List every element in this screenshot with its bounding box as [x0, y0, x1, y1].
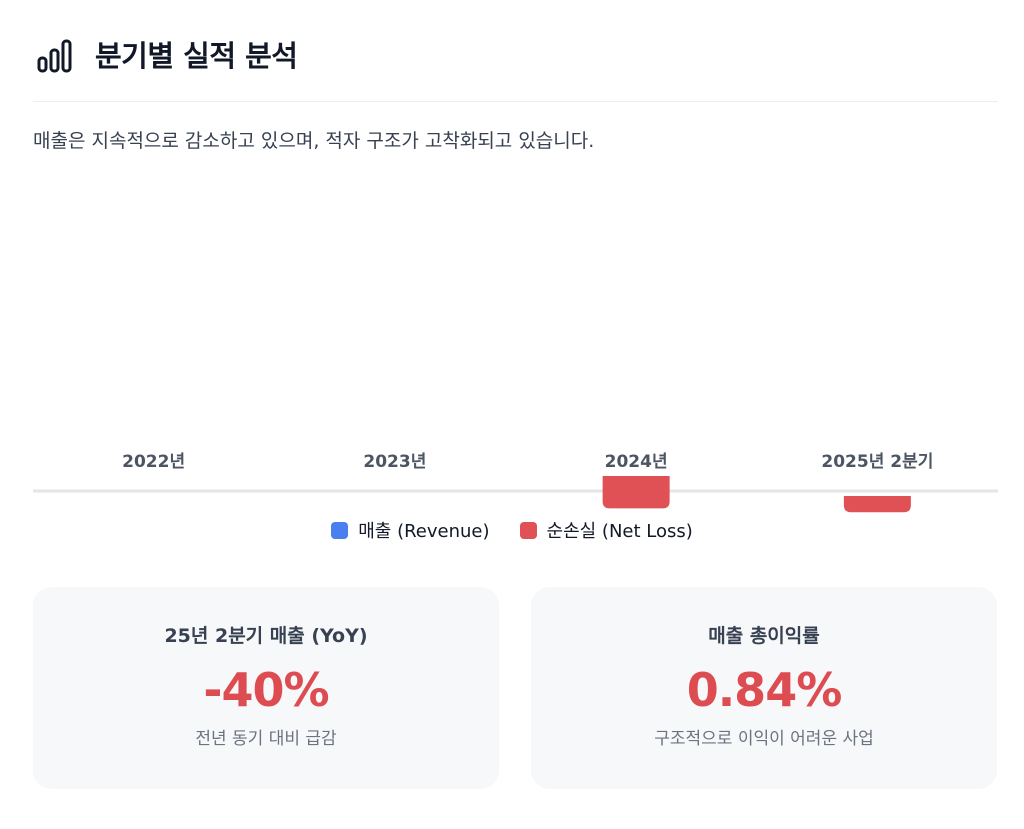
performance-chart: 2022년 2023년 2024년 2025년 2분기	[33, 452, 998, 513]
legend-item-net-loss[interactable]: 순손실 (Net Loss)	[519, 517, 693, 543]
legend-swatch-revenue	[331, 521, 349, 539]
kpi-card-value: 0.84%	[686, 663, 843, 717]
kpi-card-value: -40%	[203, 663, 329, 717]
kpi-card-description: 전년 동기 대비 급감	[195, 729, 337, 749]
kpi-card-revenue-yoy: 25년 2분기 매출 (YoY) -40% 전년 동기 대비 급감	[33, 587, 499, 789]
legend-swatch-net-loss	[519, 521, 537, 539]
kpi-card-title: 매출 총이익률	[708, 625, 820, 647]
x-tick-label: 2025년 2분기	[821, 452, 933, 472]
chart-summary: 매출은 지속적으로 감소하고 있으며, 적자 구조가 고착화되고 있습니다.	[33, 130, 595, 152]
bar-chart-icon	[37, 39, 72, 73]
bar-net-loss[interactable]	[602, 476, 670, 509]
kpi-card-gross-margin: 매출 총이익률 0.84% 구조적으로 이익이 어려운 사업	[531, 587, 997, 789]
legend-label-revenue: 매출 (Revenue)	[358, 521, 490, 542]
page-title: 분기별 실적 분석	[95, 39, 298, 73]
legend-label-net-loss: 순손실 (Net Loss)	[546, 521, 693, 542]
x-tick-label: 2023년	[363, 452, 426, 472]
chart-header: 분기별 실적 분석	[33, 28, 998, 102]
kpi-card-description: 구조적으로 이익이 어려운 사업	[654, 729, 874, 749]
kpi-card-title: 25년 2분기 매출 (YoY)	[164, 625, 368, 647]
legend-item-revenue[interactable]: 매출 (Revenue)	[331, 517, 490, 543]
chart-legend: 매출 (Revenue) 순손실 (Net Loss)	[0, 517, 1024, 543]
x-tick-label: 2022년	[122, 452, 185, 472]
x-tick-label: 2024년	[605, 452, 668, 472]
bar-net-loss[interactable]	[843, 496, 911, 513]
